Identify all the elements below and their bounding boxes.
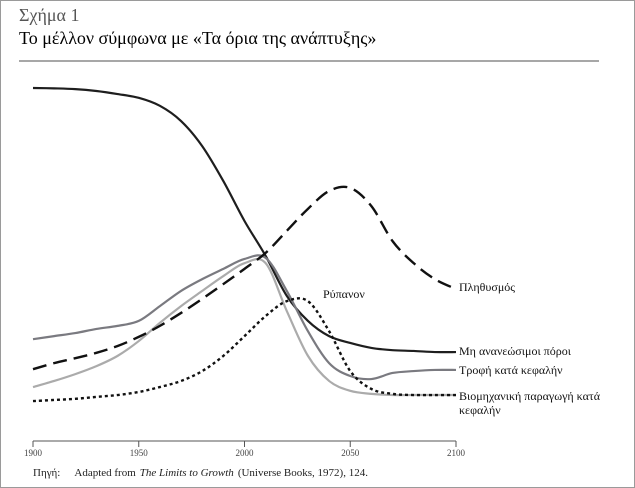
- source-suffix: (Universe Books, 1972), 124.: [237, 467, 368, 479]
- chart-title: Το μέλλον σύμφωνα με «Τα όρια της ανάπτυ…: [19, 28, 377, 48]
- series-line: [32, 297, 456, 403]
- x-tick-label: 1950: [130, 448, 149, 458]
- series-line: [32, 257, 456, 397]
- figure-label: Σχήμα 1: [19, 5, 80, 25]
- source-title: The Limits to Growth: [139, 467, 234, 479]
- x-tick-label: 2100: [447, 448, 466, 458]
- series-label: Βιομηχανική παραγωγή κατά κεφαλήν: [459, 389, 601, 417]
- series-label: Μη ανανεώσιμοι πόροι: [459, 344, 571, 358]
- x-tick-label: 2050: [341, 448, 360, 458]
- series-label: Τροφή κατά κεφαλήν: [459, 363, 563, 377]
- series-label: Πληθυσμός: [459, 280, 515, 294]
- series-line: [32, 86, 457, 354]
- series-label: Ρύπανον: [323, 287, 365, 301]
- series-line: [32, 185, 457, 371]
- series-line: [32, 254, 457, 381]
- x-tick-label: 1900: [24, 448, 43, 458]
- source: Πηγή: Adapted from The Limits to Growth (Un…: [33, 467, 372, 479]
- source-label: Πηγή:: [33, 467, 61, 479]
- source-prefix: Adapted from: [74, 467, 136, 479]
- x-tick-label: 2000: [236, 448, 255, 458]
